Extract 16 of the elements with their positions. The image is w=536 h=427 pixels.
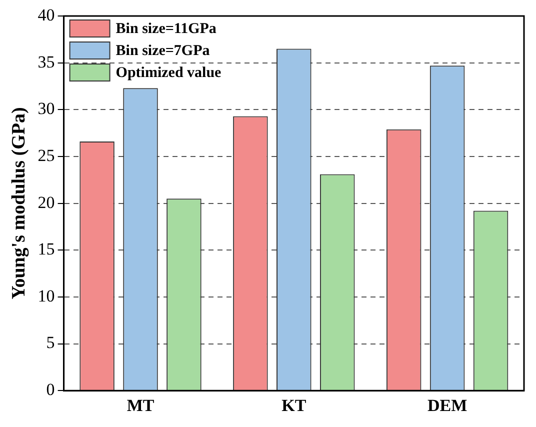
y-axis-title: Young's modulus (GPa)	[8, 107, 30, 300]
x-tick-label: DEM	[427, 396, 468, 416]
y-tick-label: 25	[38, 146, 55, 165]
x-tick-label: KT	[282, 396, 307, 416]
legend-label: Bin size=11GPa	[116, 20, 217, 37]
y-tick-label: 15	[38, 240, 55, 259]
y-tick-label: 0	[46, 380, 55, 400]
y-tick-label: 35	[38, 52, 55, 72]
y-tick-label: 30	[38, 99, 55, 118]
y-tick-label: 20	[38, 192, 55, 212]
legend-label: Bin size=7GPa	[116, 42, 210, 59]
y-tick-label: 10	[38, 286, 55, 306]
legend-label: Optimized value	[116, 64, 222, 81]
y-tick-label: 5	[46, 333, 55, 352]
y-tick-label: 40	[38, 5, 55, 24]
x-tick-label: MT	[126, 396, 155, 416]
